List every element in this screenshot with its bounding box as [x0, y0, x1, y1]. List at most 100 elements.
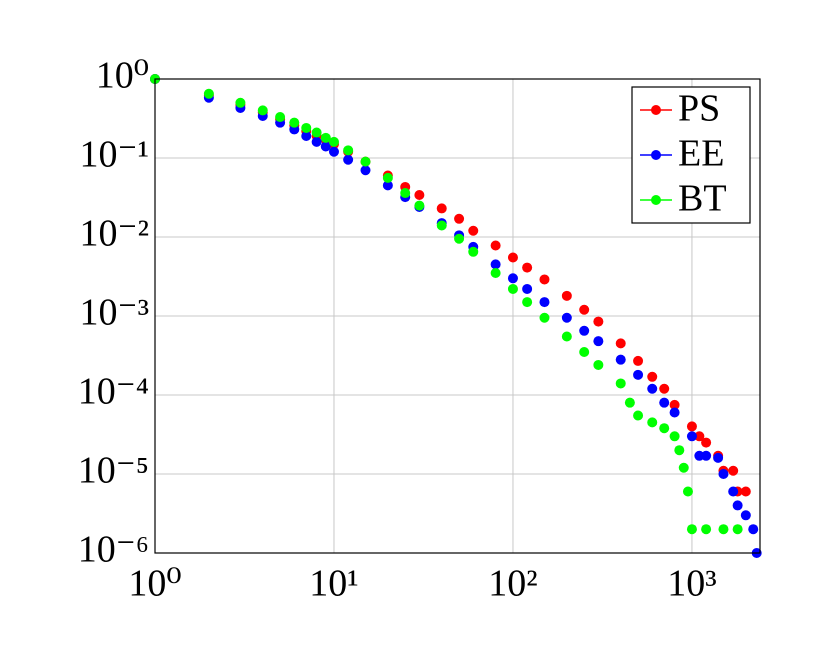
point: [701, 450, 712, 461]
point: [561, 331, 572, 342]
point: [694, 431, 705, 442]
legend-marker: [651, 105, 661, 115]
point: [732, 524, 743, 535]
point: [647, 383, 658, 394]
point: [203, 88, 214, 99]
point: [615, 338, 626, 349]
point: [436, 220, 447, 231]
point: [522, 262, 533, 273]
point: [748, 524, 759, 535]
point: [320, 132, 331, 143]
point: [740, 486, 751, 497]
point: [360, 156, 371, 167]
point: [579, 304, 590, 315]
point: [633, 355, 644, 366]
point: [678, 462, 689, 473]
point: [669, 431, 680, 442]
y-tick-label: 10⁻³: [80, 292, 149, 334]
plot-frame: [154, 78, 761, 554]
point: [343, 145, 354, 156]
point: [615, 354, 626, 365]
point: [579, 347, 590, 358]
legend-label: PS: [678, 88, 720, 130]
point: [647, 417, 658, 428]
point: [633, 410, 644, 421]
point: [382, 180, 393, 191]
y-tick-label: 10⁻⁴: [78, 371, 149, 413]
y-tick-label: 10⁻²: [80, 213, 149, 255]
point: [454, 213, 465, 224]
point: [669, 407, 680, 418]
point: [682, 486, 693, 497]
point: [593, 316, 604, 327]
point: [561, 312, 572, 323]
point: [659, 397, 670, 408]
point: [468, 225, 479, 236]
point: [490, 259, 501, 270]
point: [615, 378, 626, 389]
point: [669, 399, 680, 410]
point: [740, 510, 751, 521]
point: [718, 524, 729, 535]
point: [360, 165, 371, 176]
point: [414, 190, 425, 201]
point: [579, 325, 590, 336]
point: [593, 336, 604, 347]
point: [289, 117, 300, 128]
point: [343, 154, 354, 165]
point: [275, 112, 286, 123]
point: [539, 274, 550, 285]
point: [728, 486, 739, 497]
point: [454, 233, 465, 244]
point: [311, 136, 322, 147]
point: [490, 268, 501, 279]
y-tick-label: 10⁰: [96, 55, 149, 97]
marks: [150, 74, 762, 558]
point: [718, 469, 729, 479]
x-tick-label: 10⁰: [128, 563, 181, 605]
legend-label: BT: [678, 178, 727, 220]
point: [633, 369, 644, 380]
point: [301, 122, 312, 133]
y-tick-label: 10⁻⁶: [78, 529, 149, 571]
point: [522, 297, 533, 308]
point: [414, 200, 425, 211]
point: [561, 290, 572, 301]
point: [328, 136, 339, 147]
point: [701, 437, 712, 448]
point: [593, 359, 604, 370]
point: [713, 452, 724, 463]
point: [382, 172, 393, 183]
legend-marker: [651, 150, 661, 160]
legend-marker: [651, 195, 661, 205]
x-tick-label: 10²: [488, 563, 537, 605]
point: [235, 97, 246, 108]
point: [674, 445, 685, 456]
point: [490, 240, 501, 251]
tick-labels: 10⁰ 10¹ 10² 10³ 10⁻⁶ 10⁻⁵ 10⁻⁴ 10⁻³ 10⁻² 10⁻¹ 10⁰: [78, 55, 717, 605]
point: [320, 141, 331, 152]
point: [311, 127, 322, 138]
point: [507, 252, 518, 263]
legend-label: EE: [678, 133, 724, 175]
x-tick-label: 10¹: [309, 563, 358, 605]
point: [686, 524, 697, 535]
point: [647, 371, 658, 382]
point: [686, 421, 697, 432]
point: [539, 312, 550, 323]
point: [507, 283, 518, 294]
point: [659, 383, 670, 394]
point: [659, 423, 670, 434]
y-tick-label: 10⁻¹: [80, 134, 149, 176]
point: [728, 465, 739, 476]
point: [522, 283, 533, 294]
point: [732, 500, 743, 511]
point: [257, 105, 268, 116]
point: [701, 524, 712, 535]
point: [301, 130, 312, 141]
point: [400, 188, 411, 199]
y-tick-label: 10⁻⁵: [78, 450, 149, 492]
point: [328, 146, 339, 157]
